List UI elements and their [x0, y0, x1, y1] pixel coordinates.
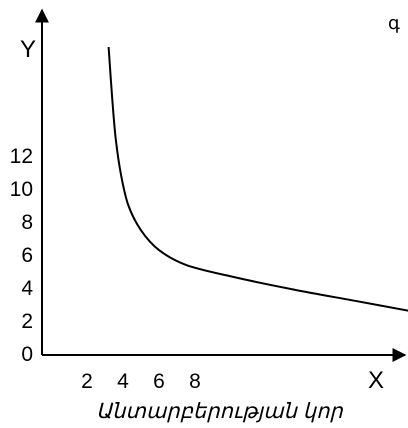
y-tick-label: 10 [10, 178, 33, 201]
x-tick-labels: 2 4 6 8 [81, 370, 201, 393]
y-axis-label: Y [20, 36, 36, 63]
y-tick-label: 6 [21, 244, 33, 267]
corner-mark: գ [388, 13, 400, 33]
y-tick-labels: 0 2 4 6 8 10 12 [10, 145, 34, 366]
x-tick-label: 4 [117, 370, 129, 393]
indifference-curve [107, 47, 408, 312]
x-axis-title: Անտարբերության կոր [96, 400, 343, 423]
x-tick-label: 2 [81, 370, 93, 393]
x-axis-label: X [368, 367, 384, 394]
y-tick-label: 12 [10, 145, 33, 168]
y-tick-label: 4 [21, 277, 33, 300]
x-tick-label: 8 [189, 370, 201, 393]
y-tick-label: 8 [21, 211, 33, 234]
y-tick-label: 0 [21, 343, 33, 366]
x-tick-label: 6 [153, 370, 165, 393]
y-tick-label: 2 [21, 310, 33, 333]
